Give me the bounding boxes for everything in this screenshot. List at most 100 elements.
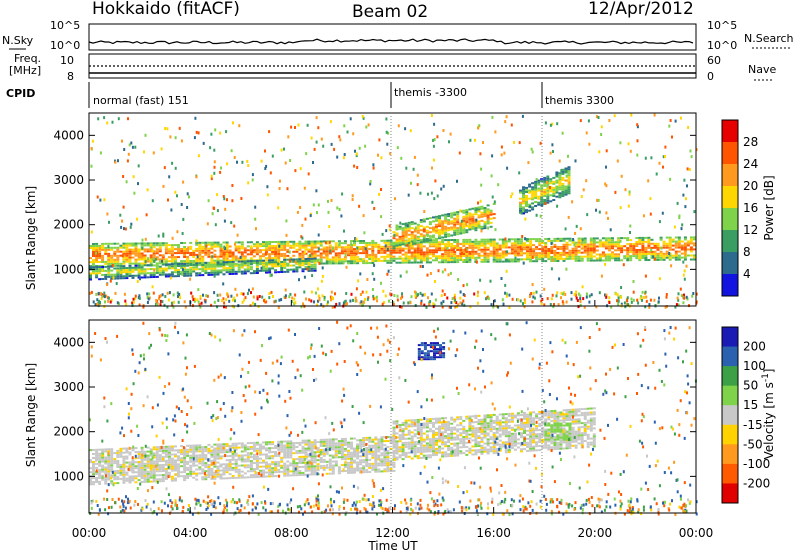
- heatmap-cell: [252, 447, 256, 450]
- heatmap-cell: [231, 456, 235, 459]
- heatmap-cell: [92, 255, 95, 257]
- heatmap-cell: [614, 253, 618, 256]
- heatmap-cell: [213, 273, 217, 276]
- heatmap-cell: [140, 252, 144, 255]
- heatmap-cell: [213, 269, 217, 272]
- heatmap-cell: [545, 181, 548, 184]
- heatmap-cell: [237, 464, 241, 467]
- heatmap-cell: [319, 459, 323, 461]
- heatmap-cell: [164, 248, 168, 251]
- heatmap-cell: [641, 238, 645, 241]
- heatmap-cell: [183, 451, 187, 453]
- heatmap-cell: [198, 303, 201, 306]
- heatmap-cell: [676, 201, 679, 205]
- heatmap-cell: [304, 473, 308, 476]
- heatmap-cell: [528, 185, 532, 188]
- heatmap-cell: [583, 239, 587, 242]
- heatmap-cell: [271, 451, 275, 454]
- heatmap-cell: [368, 241, 372, 244]
- heatmap-cell: [107, 460, 111, 463]
- heatmap-cell: [392, 247, 396, 250]
- heatmap-cell: [604, 293, 606, 297]
- heatmap-cell: [213, 265, 217, 268]
- heatmap-cell: [677, 250, 681, 253]
- heatmap-cell: [531, 190, 535, 193]
- heatmap-cell: [186, 270, 190, 273]
- heatmap-cell: [95, 245, 99, 247]
- heatmap-cell: [143, 462, 147, 465]
- heatmap-cell: [385, 117, 388, 121]
- heatmap-cell: [480, 225, 484, 228]
- heatmap-cell: [158, 460, 162, 463]
- heatmap-cell: [298, 449, 302, 452]
- heatmap-cell: [447, 243, 451, 246]
- heatmap-cell: [255, 227, 257, 231]
- heatmap-cell: [674, 252, 678, 255]
- heatmap-cell: [359, 272, 362, 276]
- heatmap-cell: [331, 454, 335, 457]
- heatmap-cell: [674, 246, 678, 249]
- heatmap-cell: [319, 252, 323, 255]
- heatmap-cell: [204, 470, 208, 473]
- heatmap-cell: [432, 234, 435, 237]
- heatmap-cell: [492, 254, 496, 257]
- heatmap-cell: [104, 466, 108, 469]
- heatmap-cell: [356, 250, 360, 253]
- heatmap-cell: [123, 148, 126, 151]
- heatmap-cell: [319, 240, 323, 243]
- heatmap-cell: [514, 256, 517, 260]
- heatmap-cell: [277, 271, 281, 274]
- heatmap-cell: [231, 475, 235, 477]
- heatmap-cell: [416, 225, 420, 228]
- heatmap-cell: [449, 132, 452, 136]
- heatmap-cell: [262, 255, 265, 258]
- heatmap-cell: [249, 272, 253, 275]
- heatmap-cell: [177, 271, 180, 273]
- heatmap-cell: [170, 246, 174, 249]
- heatmap-cell: [219, 473, 223, 476]
- heatmap-cell: [333, 147, 336, 151]
- heatmap-cell: [421, 265, 424, 268]
- heatmap-cell: [435, 219, 438, 222]
- heatmap-cell: [494, 228, 497, 232]
- heatmap-cell: [334, 244, 338, 247]
- heatmap-cell: [650, 250, 654, 253]
- heatmap-cell: [319, 256, 323, 259]
- heatmap-cell: [583, 245, 587, 248]
- heatmap-cell: [395, 245, 399, 248]
- heatmap-cell: [219, 457, 223, 460]
- heatmap-cell: [219, 293, 222, 297]
- heatmap-cell: [671, 238, 675, 241]
- heatmap-cell: [315, 116, 318, 120]
- heatmap-cell: [325, 440, 329, 443]
- heatmap-cell: [453, 293, 456, 297]
- heatmap-cell: [181, 272, 184, 276]
- heatmap-cell: [231, 262, 235, 265]
- heatmap-cell: [204, 478, 208, 481]
- heatmap-cell: [438, 221, 441, 224]
- heatmap-cell: [183, 262, 187, 265]
- heatmap-cell: [347, 457, 350, 460]
- heatmap-cell: [435, 237, 438, 240]
- heatmap-cell: [506, 250, 509, 254]
- heatmap-cell: [152, 454, 156, 457]
- heatmap-cell: [259, 245, 262, 248]
- heatmap-cell: [556, 260, 560, 262]
- heatmap-cell: [89, 291, 92, 295]
- heatmap-cell: [192, 448, 196, 451]
- heatmap-cell: [198, 454, 202, 457]
- heatmap-cell: [225, 463, 229, 466]
- ytick-label: 2000: [53, 218, 84, 232]
- heatmap-cell: [350, 258, 353, 261]
- heatmap-cell: [107, 478, 111, 481]
- heatmap-cell: [438, 243, 441, 246]
- heatmap-cell: [322, 448, 326, 451]
- heatmap-cell: [407, 225, 411, 228]
- heatmap-cell: [355, 154, 358, 158]
- heatmap-cell: [101, 460, 105, 463]
- heatmap-cell: [128, 252, 132, 255]
- heatmap-cell: [436, 194, 439, 198]
- heatmap-cell: [325, 246, 329, 249]
- heatmap-cell: [292, 242, 296, 245]
- heatmap-cell: [553, 254, 557, 256]
